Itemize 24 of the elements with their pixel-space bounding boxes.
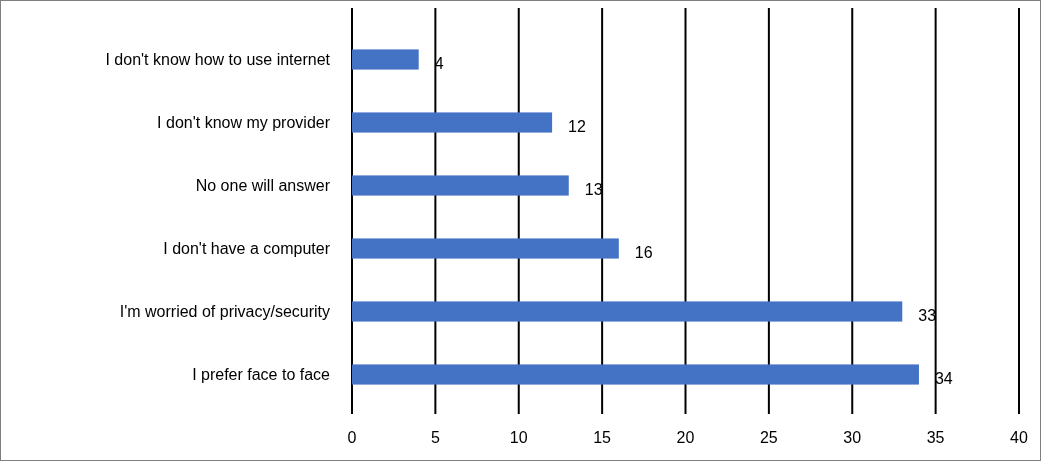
- x-tick-label: 20: [676, 429, 695, 446]
- data-label: 12: [568, 118, 586, 136]
- y-tick-label: I'm worried of privacy/security: [119, 303, 330, 321]
- x-tick-label: 15: [593, 429, 612, 446]
- x-tick-label: 25: [759, 429, 778, 446]
- x-tick-label: 10: [509, 429, 528, 446]
- bar: [352, 49, 419, 70]
- x-tick-label: 5: [430, 429, 440, 446]
- bar: [352, 301, 903, 322]
- data-label: 33: [918, 307, 937, 325]
- y-tick-label: I prefer face to face: [192, 366, 331, 384]
- y-tick-label: I don't know how to use internet: [105, 51, 331, 69]
- data-label: 16: [634, 244, 653, 262]
- bar: [352, 175, 569, 196]
- x-tick-label: 0: [347, 429, 357, 446]
- bar: [352, 238, 619, 259]
- y-tick-label: I don't know my provider: [157, 114, 331, 132]
- bar: [352, 364, 919, 385]
- y-tick-label: No one will answer: [195, 177, 331, 195]
- x-tick-label: 40: [1010, 429, 1028, 446]
- x-tick-label: 30: [843, 429, 862, 446]
- bar: [352, 112, 553, 133]
- y-tick-label: I don't have a computer: [163, 240, 331, 258]
- x-tick-label: 35: [926, 429, 945, 446]
